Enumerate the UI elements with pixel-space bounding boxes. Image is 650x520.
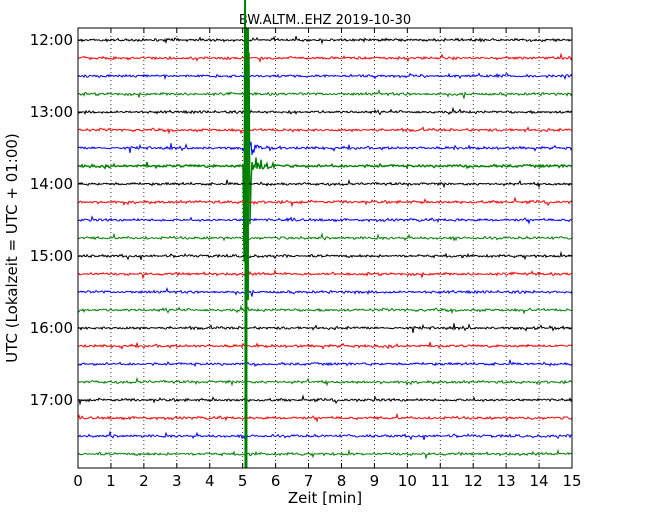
seismic-trace — [77, 179, 573, 189]
seismic-trace — [77, 88, 573, 99]
seismic-trace — [77, 341, 573, 350]
seismic-trace — [77, 35, 573, 45]
seismic-trace — [77, 304, 573, 315]
y-tick-label: 13:00 — [30, 103, 73, 121]
seismic-trace — [77, 323, 573, 334]
y-tick-label: 16:00 — [30, 319, 73, 337]
x-tick-label: 14 — [530, 472, 549, 490]
seismic-trace — [77, 377, 573, 387]
x-tick-label: 0 — [73, 472, 83, 490]
x-tick-label: 2 — [139, 472, 149, 490]
y-tick-label: 17:00 — [30, 391, 73, 409]
grid-lines — [78, 28, 572, 468]
x-tick-label: 15 — [562, 472, 581, 490]
x-tick-label: 11 — [431, 472, 450, 490]
plot-frame — [77, 27, 573, 469]
x-tick-label: 10 — [398, 472, 417, 490]
x-tick-label: 8 — [337, 472, 347, 490]
seismic-trace — [77, 286, 573, 297]
seismic-trace — [77, 196, 573, 208]
y-tick-label: 15:00 — [30, 247, 73, 265]
y-axis-label: UTC (Lokalzeit = UTC + 01:00) — [3, 133, 21, 363]
y-tick-label: 14:00 — [30, 175, 73, 193]
seismic-trace — [77, 215, 573, 225]
seismic-trace — [77, 141, 573, 156]
trace-group — [77, 0, 573, 468]
x-tick-label: 13 — [497, 472, 516, 490]
x-tick-label: 5 — [238, 472, 248, 490]
x-tick-label: 12 — [464, 472, 483, 490]
x-tick-label: 9 — [370, 472, 380, 490]
seismic-trace — [77, 412, 573, 423]
seismic-trace — [77, 250, 573, 261]
seismic-trace — [77, 430, 573, 441]
x-tick-label: 1 — [106, 472, 116, 490]
x-axis-label: Zeit [min] — [288, 489, 362, 507]
y-tick-label: 12:00 — [30, 31, 73, 49]
x-tick-label: 4 — [205, 472, 215, 490]
seismic-trace — [77, 106, 573, 116]
x-tick-label: 3 — [172, 472, 182, 490]
seismic-trace — [77, 232, 573, 242]
chart-title: BW.ALTM..EHZ 2019-10-30 — [239, 13, 411, 28]
seismic-trace — [77, 359, 573, 368]
x-tick-label: 6 — [271, 472, 281, 490]
seismic-trace — [77, 126, 573, 135]
seismic-trace — [77, 0, 573, 262]
seismic-trace — [77, 268, 573, 280]
x-axis-ticks: 0 1 2 3 4 5 6 7 8 9 10 11 12 13 14 15 — [73, 28, 582, 490]
seismic-trace — [77, 52, 573, 63]
seismic-trace — [77, 448, 573, 460]
y-axis-ticks: 12:00 13:00 14:00 15:00 16:00 17:00 — [30, 31, 572, 409]
seismic-trace — [77, 72, 573, 81]
seismic-trace — [77, 394, 573, 406]
x-tick-label: 7 — [304, 472, 314, 490]
